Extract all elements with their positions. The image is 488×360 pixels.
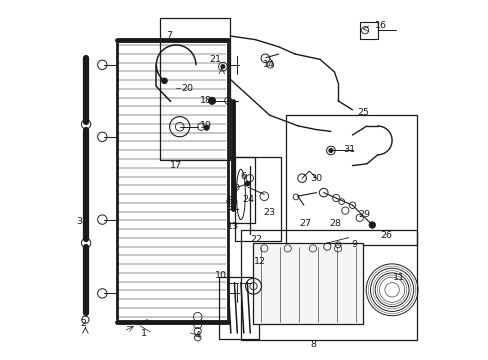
Text: 29: 29 [358, 210, 369, 219]
Text: 10: 10 [214, 271, 226, 280]
Text: 13: 13 [226, 222, 239, 231]
Bar [285, 115, 416, 245]
Text: 5: 5 [83, 82, 89, 91]
Bar [241, 230, 416, 340]
Circle shape [161, 78, 167, 84]
Bar [253, 243, 363, 324]
Text: 15: 15 [225, 195, 238, 204]
Text: 1: 1 [141, 328, 146, 338]
Bar [235, 157, 280, 241]
Text: 11: 11 [392, 273, 405, 282]
Circle shape [208, 97, 215, 104]
Bar [227, 157, 255, 223]
Bar [219, 277, 258, 339]
Bar [359, 22, 377, 39]
Text: 3: 3 [76, 217, 82, 226]
Circle shape [328, 148, 332, 153]
Text: 7: 7 [165, 31, 172, 40]
Text: 25: 25 [357, 108, 368, 117]
Bar [160, 18, 230, 160]
Text: 12: 12 [253, 256, 265, 265]
Text: 20: 20 [181, 84, 192, 93]
Text: 4: 4 [194, 331, 200, 340]
Text: 19: 19 [199, 122, 211, 130]
Text: 6: 6 [240, 172, 246, 181]
Text: 30: 30 [310, 174, 322, 183]
Circle shape [368, 222, 375, 228]
Text: 23: 23 [263, 208, 275, 217]
Text: 9: 9 [350, 240, 357, 249]
Circle shape [244, 181, 249, 186]
Text: 18: 18 [199, 96, 211, 105]
Text: 8: 8 [309, 341, 315, 349]
Text: 14: 14 [262, 60, 274, 69]
Text: 27: 27 [298, 219, 310, 228]
Text: 21: 21 [209, 55, 221, 64]
Text: 22: 22 [249, 235, 262, 244]
Text: 16: 16 [374, 21, 386, 30]
Text: 31: 31 [342, 145, 354, 154]
Text: 2: 2 [80, 320, 86, 328]
Text: 17: 17 [170, 161, 182, 170]
Text: 28: 28 [328, 219, 341, 228]
Text: 26: 26 [380, 231, 392, 240]
Circle shape [220, 64, 224, 69]
Text: 24: 24 [242, 195, 254, 204]
Circle shape [204, 125, 209, 130]
